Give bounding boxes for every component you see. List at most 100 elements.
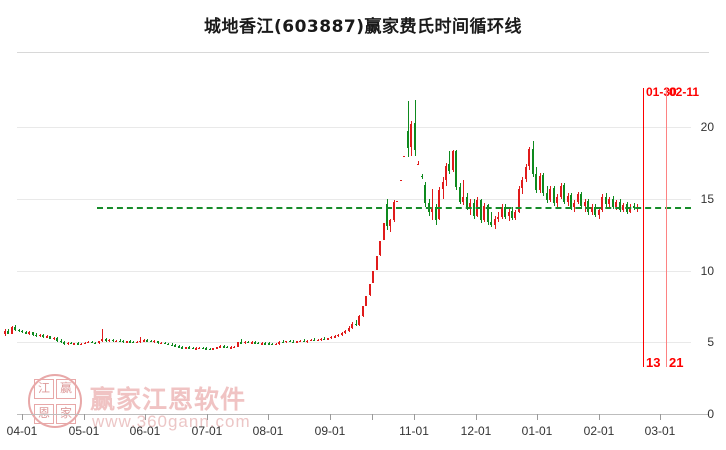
candlestick-body bbox=[264, 343, 267, 345]
candlestick-body bbox=[45, 336, 48, 338]
fib-cycle-line[interactable] bbox=[666, 88, 667, 367]
candlestick-body bbox=[14, 327, 17, 331]
candlestick-body bbox=[201, 347, 204, 350]
candlestick-body bbox=[236, 342, 239, 347]
candlestick-body bbox=[42, 335, 45, 337]
x-axis-tick-label: 03-01 bbox=[644, 424, 676, 438]
candlestick-body bbox=[122, 341, 125, 343]
candlestick-body bbox=[385, 204, 388, 226]
watermark-logo-char: 恩 bbox=[34, 403, 54, 424]
price-reference-line bbox=[97, 207, 691, 210]
candlestick-body bbox=[156, 341, 159, 344]
candlestick-body bbox=[358, 316, 361, 326]
candlestick-body bbox=[556, 197, 559, 204]
candlestick-body bbox=[431, 208, 434, 212]
candlestick-body bbox=[333, 336, 336, 338]
candlestick-body bbox=[583, 201, 586, 206]
candlestick-body bbox=[229, 347, 232, 349]
watermark-logo-char: 赢 bbox=[56, 378, 76, 399]
candlestick-body bbox=[552, 187, 555, 204]
candlestick-body bbox=[260, 343, 263, 345]
candlestick-body bbox=[427, 203, 430, 212]
y-axis-tick-label: 15 bbox=[700, 191, 714, 206]
x-axis-tick-label: 04-01 bbox=[6, 424, 38, 438]
candlestick-body bbox=[188, 347, 191, 349]
candlestick-body bbox=[379, 240, 382, 256]
candlestick-body bbox=[601, 197, 604, 210]
candlestick-body bbox=[375, 256, 378, 270]
candlestick-body bbox=[219, 346, 222, 348]
candlestick-wick bbox=[463, 180, 465, 206]
candlestick-body bbox=[559, 185, 562, 197]
candlestick-body bbox=[615, 202, 618, 207]
x-axis-tick-label: 11-01 bbox=[399, 424, 429, 438]
candlestick-body bbox=[184, 347, 187, 349]
candlestick-body bbox=[486, 205, 489, 222]
candlestick-body bbox=[590, 207, 593, 212]
candlestick-body bbox=[448, 164, 451, 172]
x-axis-tick bbox=[537, 414, 538, 420]
candlestick-body bbox=[49, 336, 52, 339]
candlestick-body bbox=[233, 346, 236, 348]
candlestick-body bbox=[535, 174, 538, 191]
candlestick-body bbox=[604, 196, 607, 205]
candlestick-body bbox=[7, 331, 10, 334]
candlestick-body bbox=[281, 341, 284, 344]
candlestick-body bbox=[285, 341, 288, 343]
candlestick-body bbox=[451, 151, 454, 171]
candlestick-body bbox=[111, 339, 114, 342]
candlestick-body bbox=[257, 342, 260, 345]
candlestick-wick bbox=[255, 341, 257, 344]
candlestick-body bbox=[618, 201, 621, 211]
candlestick-body bbox=[295, 341, 298, 343]
candlestick-body bbox=[337, 334, 340, 337]
candlestick-body bbox=[351, 323, 354, 328]
y-axis-tick-label: 20 bbox=[700, 120, 714, 134]
x-axis-tick bbox=[22, 414, 23, 420]
x-axis-line bbox=[17, 414, 709, 415]
candlestick-body bbox=[389, 220, 392, 226]
candlestick-body bbox=[254, 342, 257, 344]
candlestick-body bbox=[441, 181, 444, 190]
candlestick-body bbox=[208, 348, 211, 351]
fib-cycle-date-label: 01-30 bbox=[646, 85, 677, 99]
x-axis-tick bbox=[84, 414, 85, 420]
candlestick-body bbox=[382, 223, 385, 240]
candlestick-body bbox=[320, 338, 322, 341]
x-axis-tick bbox=[268, 414, 269, 420]
x-axis-tick-label: 05-01 bbox=[68, 424, 100, 438]
candlestick-wick bbox=[265, 341, 267, 344]
fib-cycle-line[interactable] bbox=[643, 88, 644, 367]
candlestick-body bbox=[83, 342, 86, 344]
candlestick-body bbox=[194, 348, 197, 350]
candlestick-wick bbox=[91, 340, 93, 343]
watermark-brand: 赢家江恩软件 bbox=[90, 385, 247, 414]
candlestick-body bbox=[215, 347, 218, 349]
candlestick-body bbox=[132, 341, 135, 344]
candlestick-body bbox=[139, 340, 142, 343]
candlestick-body bbox=[97, 341, 100, 344]
candlestick-wick bbox=[130, 340, 131, 343]
candlestick-body bbox=[191, 347, 194, 350]
x-axis-tick bbox=[599, 414, 600, 420]
candlestick-body bbox=[142, 340, 145, 342]
candlestick-body bbox=[462, 197, 465, 202]
x-axis-tick-label: 02-01 bbox=[583, 424, 615, 438]
candlestick-body bbox=[212, 348, 215, 350]
candlestick-wick bbox=[491, 211, 493, 228]
candlestick-body bbox=[299, 340, 302, 343]
candlestick-body bbox=[226, 346, 229, 349]
grid-line bbox=[17, 198, 691, 200]
watermark-logo-char: 家 bbox=[56, 403, 76, 424]
candlestick-wick bbox=[77, 342, 79, 345]
candlestick-body bbox=[483, 205, 486, 221]
candlestick-body bbox=[17, 330, 20, 332]
candlestick-body bbox=[306, 340, 309, 342]
candlestick-body bbox=[399, 179, 402, 181]
candlestick-body bbox=[292, 341, 295, 344]
candlestick-body bbox=[490, 221, 493, 225]
candlestick-wick bbox=[202, 346, 204, 349]
candlestick-body bbox=[510, 210, 513, 219]
x-axis-tick-label: 07-01 bbox=[191, 424, 223, 438]
candlestick-body bbox=[580, 193, 583, 206]
